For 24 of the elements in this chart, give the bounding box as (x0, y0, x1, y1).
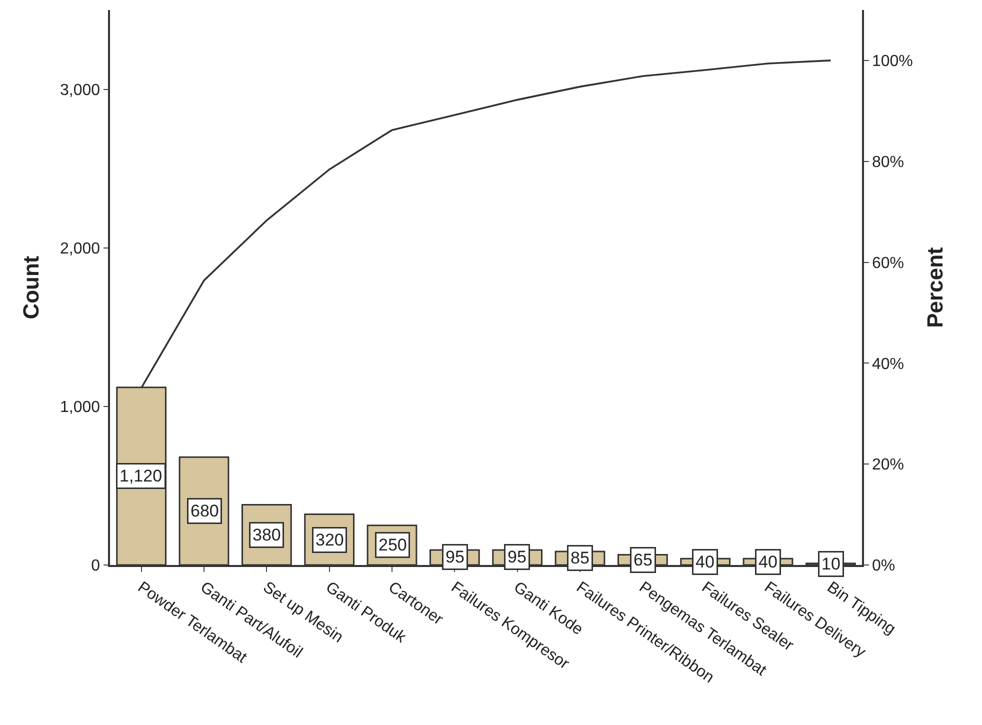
data-label: 380 (252, 526, 281, 544)
data-label: 680 (190, 502, 219, 520)
data-label: 85 (570, 548, 590, 568)
data-label: 10 (822, 554, 840, 574)
data-label: 95 (446, 548, 464, 566)
y2-tick-label: 60% (872, 254, 904, 272)
y2-tick-label: 20% (872, 456, 904, 474)
y-axis-title: Count (18, 255, 44, 320)
data-label: 95 (508, 548, 526, 566)
data-label: 65 (634, 550, 652, 570)
data-label: 250 (378, 536, 407, 554)
data-label: 320 (316, 530, 344, 550)
y-tick-label: 3,000 (60, 82, 100, 99)
y-tick-label: 1,000 (60, 399, 100, 416)
y-tick-label: 0 (91, 558, 100, 575)
y2-axis-title: Percent (922, 246, 948, 328)
y-tick-label: 2,000 (60, 240, 100, 258)
data-label: 40 (696, 552, 714, 572)
y2-tick-label: 100% (872, 53, 913, 70)
y2-tick-label: 40% (872, 356, 904, 373)
y2-tick-label: 80% (872, 154, 904, 171)
y2-tick-label: 0% (872, 558, 896, 575)
data-label: 40 (758, 552, 778, 572)
data-label: 1,120 (120, 466, 162, 486)
